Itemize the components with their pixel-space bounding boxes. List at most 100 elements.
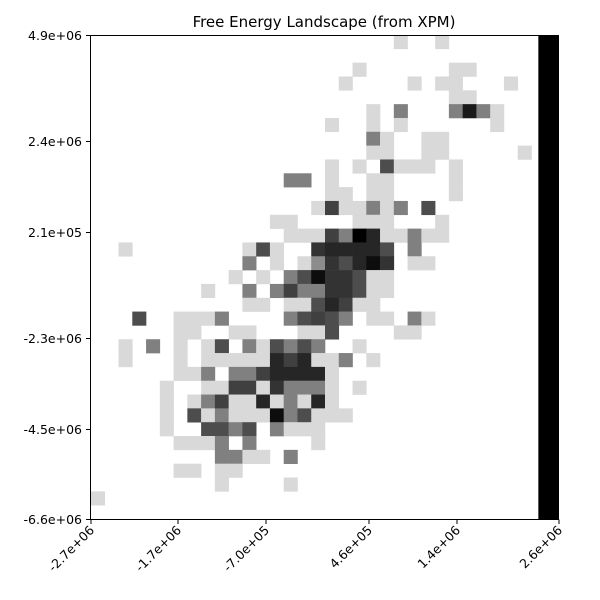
heatmap-cell bbox=[435, 131, 450, 146]
x-tick-label: 2.6e+06 bbox=[516, 522, 565, 571]
heatmap-cell bbox=[283, 477, 298, 492]
heatmap-cell bbox=[380, 159, 395, 174]
heatmap-cell bbox=[242, 449, 257, 464]
heatmap-cell bbox=[159, 422, 174, 437]
heatmap-cell bbox=[256, 449, 271, 464]
heatmap-cell bbox=[325, 270, 340, 285]
heatmap-cell bbox=[325, 394, 340, 409]
heatmap-cell bbox=[435, 214, 450, 229]
heatmap-cell bbox=[214, 339, 229, 354]
heatmap-cell bbox=[448, 187, 463, 202]
heatmap-cell bbox=[242, 394, 257, 409]
heatmap-cell bbox=[435, 145, 450, 160]
heatmap-cell bbox=[352, 228, 367, 243]
heatmap-cell bbox=[338, 311, 353, 326]
heatmap-cell bbox=[242, 325, 257, 340]
heatmap-cell bbox=[366, 242, 381, 257]
heatmap-cell bbox=[187, 325, 202, 340]
heatmap-cell bbox=[201, 353, 216, 368]
heatmap-cell bbox=[283, 394, 298, 409]
heatmap-cell bbox=[311, 311, 326, 326]
heatmap-cell bbox=[338, 228, 353, 243]
heatmap-cell bbox=[380, 200, 395, 216]
heatmap-cell bbox=[435, 228, 450, 243]
heatmap-cell bbox=[366, 187, 381, 202]
heatmap-cell bbox=[352, 214, 367, 229]
heatmap-cell bbox=[242, 366, 257, 382]
heatmap-cell bbox=[297, 283, 312, 299]
heatmap-cell bbox=[366, 214, 381, 229]
heatmap-cell bbox=[393, 159, 408, 174]
heatmap-cell bbox=[256, 339, 271, 354]
heatmap-cell bbox=[242, 408, 257, 423]
heatmap-cell bbox=[146, 339, 161, 354]
heatmap-cell bbox=[380, 311, 395, 326]
heatmap-cell bbox=[448, 104, 463, 119]
heatmap-cell bbox=[366, 145, 381, 160]
heatmap-cell bbox=[325, 353, 340, 368]
heatmap-cell bbox=[118, 242, 133, 257]
heatmap-cell bbox=[311, 353, 326, 368]
heatmap-cell bbox=[380, 131, 395, 146]
heatmap-cell bbox=[448, 62, 463, 77]
heatmap-cell bbox=[421, 228, 436, 243]
heatmap-cell bbox=[214, 353, 229, 368]
heatmap-cell bbox=[366, 311, 381, 326]
y-tick-label: 4.9e+06 bbox=[28, 28, 82, 43]
heatmap-cell bbox=[366, 228, 381, 243]
heatmap-cell bbox=[269, 380, 284, 395]
heatmap-cell bbox=[380, 283, 395, 299]
heatmap-cell bbox=[338, 297, 353, 312]
heatmap-cell bbox=[256, 394, 271, 409]
heatmap-cell bbox=[242, 283, 257, 299]
heatmap-cell bbox=[366, 117, 381, 133]
heatmap-cell bbox=[311, 325, 326, 340]
heatmap-cell bbox=[325, 117, 340, 133]
heatmap-cell bbox=[338, 256, 353, 271]
heatmap-cell bbox=[352, 62, 367, 77]
heatmap-cell bbox=[448, 173, 463, 188]
heatmap-cell bbox=[325, 173, 340, 188]
heatmap-cell bbox=[283, 283, 298, 299]
heatmap-cell bbox=[503, 76, 518, 91]
heatmap-cell bbox=[269, 408, 284, 423]
heatmap-cell bbox=[173, 353, 188, 368]
heatmap-cell bbox=[421, 311, 436, 326]
heatmap-cell bbox=[187, 394, 202, 409]
heatmap-cell bbox=[448, 159, 463, 174]
heatmap-cell bbox=[256, 366, 271, 382]
heatmap-cell bbox=[187, 463, 202, 478]
heatmap-cell bbox=[201, 283, 216, 299]
heatmap-cell bbox=[352, 159, 367, 174]
heatmap-cell bbox=[490, 104, 505, 119]
heatmap-cell bbox=[269, 366, 284, 382]
heatmap-cell bbox=[407, 311, 422, 326]
heatmap-cell bbox=[214, 311, 229, 326]
heatmap-cell bbox=[297, 366, 312, 382]
heatmap-cell bbox=[297, 173, 312, 188]
heatmap-cell bbox=[228, 463, 243, 478]
heatmap-cell bbox=[297, 408, 312, 423]
heatmap-cell bbox=[201, 311, 216, 326]
heatmap-cell bbox=[490, 117, 505, 133]
heatmap-cell bbox=[311, 380, 326, 395]
heatmap-cell bbox=[201, 380, 216, 395]
x-tick-label: -2.7e+06 bbox=[45, 522, 97, 574]
heatmap-cell bbox=[228, 270, 243, 285]
chart-title: Free Energy Landscape (from XPM) bbox=[193, 13, 456, 31]
heatmap-cell bbox=[352, 270, 367, 285]
heatmap-cell bbox=[228, 422, 243, 437]
heatmap-cell bbox=[421, 131, 436, 146]
heatmap-cell bbox=[352, 242, 367, 257]
heatmap-cell bbox=[366, 256, 381, 271]
heatmap-cell bbox=[380, 242, 395, 257]
heatmap-cell bbox=[325, 200, 340, 216]
heatmap-cell bbox=[297, 325, 312, 340]
heatmap-cell bbox=[283, 366, 298, 382]
heatmap-cell bbox=[187, 436, 202, 451]
heatmap-cell bbox=[118, 339, 133, 354]
heatmap-cell bbox=[325, 366, 340, 382]
heatmap-cell bbox=[325, 256, 340, 271]
heatmap-cell bbox=[283, 297, 298, 312]
